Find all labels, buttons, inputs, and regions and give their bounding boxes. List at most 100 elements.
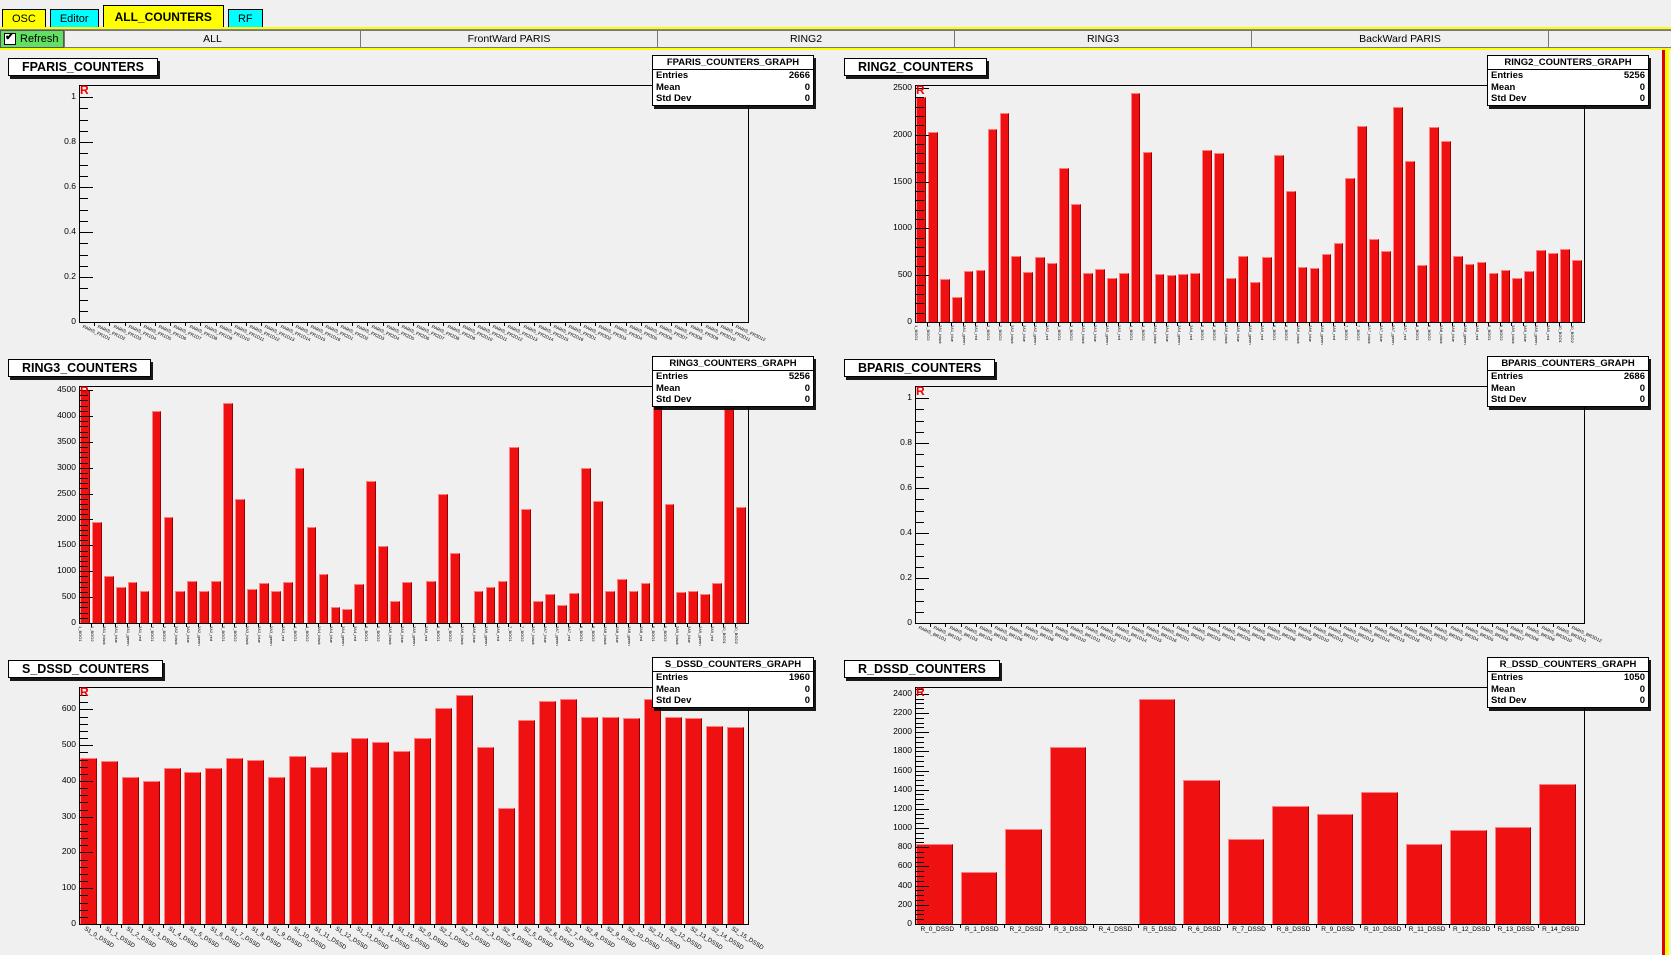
y-minor-tick: [916, 756, 924, 758]
y-tick-label: 1000: [57, 565, 76, 576]
pad-title-box[interactable]: R_DSSD_COUNTERS: [844, 660, 1000, 678]
view-tab-ring3[interactable]: RING3: [955, 30, 1252, 48]
x-tick-label: 3A8_red: [1474, 325, 1480, 341]
plot-frame[interactable]: R: [79, 685, 749, 925]
view-tab-ring2[interactable]: RING2: [658, 30, 955, 48]
y-tick-label: 1200: [893, 802, 912, 813]
pad-title-box[interactable]: BPARIS_COUNTERS: [844, 359, 996, 377]
stats-box[interactable]: FPARIS_COUNTERS_GRAPH Entries 2666 Mean 0 …: [652, 55, 814, 106]
pad-r-dssd-counters: R_DSSD_COUNTERS R_DSSD_COUNTERS_GRAPH En…: [836, 652, 1671, 955]
bar-R_2_DSSD: [1005, 829, 1042, 924]
x-bin-tick: [1201, 322, 1203, 326]
plot-frame[interactable]: R: [915, 685, 1585, 925]
x-bin-tick: [1058, 322, 1060, 326]
x-tick-label: 2_BGO1: [149, 626, 155, 642]
x-tick-label: 3A4_red: [352, 626, 358, 642]
x-bin-tick: [534, 322, 536, 326]
y-major-tick: [916, 866, 929, 868]
y-minor-tick: [916, 97, 924, 99]
y-minor-tick: [916, 544, 924, 546]
y-minor-tick: [80, 766, 88, 768]
x-tick-label: 1_BGO1: [914, 325, 920, 341]
x-bin-tick: [246, 924, 247, 928]
bar-3_BGO1: [1059, 168, 1069, 322]
view-tab-all[interactable]: ALL: [64, 30, 361, 48]
y-tick-label: 600: [61, 703, 76, 714]
x-bin-tick: [610, 322, 612, 326]
stats-entries-label: Entries: [656, 70, 689, 81]
stats-box[interactable]: RING2_COUNTERS_GRAPH Entries 5256 Mean 0 S…: [1487, 55, 1649, 106]
y-major-tick: [916, 808, 929, 810]
y-major-tick: [80, 816, 93, 818]
y-minor-tick: [916, 765, 924, 767]
x-bin-tick: [120, 924, 122, 928]
x-tick-label: 3A4_black: [316, 626, 322, 645]
tab-editor[interactable]: Editor: [49, 9, 99, 27]
pad-title-box[interactable]: RING2_COUNTERS: [844, 58, 988, 76]
stats-box[interactable]: RING3_COUNTERS_GRAPH Entries 5256 Mean 0 S…: [652, 356, 814, 407]
pad-corner-mark: R: [80, 685, 89, 699]
stats-entries-value: 1050: [1623, 672, 1645, 683]
x-bin-tick: [443, 322, 445, 326]
bar-S2_15_DSSD: [727, 727, 745, 924]
y-minor-tick: [80, 566, 88, 568]
x-tick-label: 3A5_red: [1260, 325, 1266, 341]
y-tick-label: 0.8: [900, 437, 912, 448]
refresh-toggle[interactable]: ✔ Refresh: [0, 30, 64, 48]
stats-entries-value: 5256: [788, 371, 810, 382]
x-bin-tick: [475, 924, 477, 928]
plot-frame[interactable]: R: [915, 83, 1585, 323]
bar-3A7_green: [557, 604, 567, 623]
view-tab-backward-paris[interactable]: BackWard PARIS: [1252, 30, 1549, 48]
x-tick-label: 5_BGO1: [1200, 325, 1206, 341]
x-bin-tick: [1392, 322, 1394, 326]
y-tick-label: 1: [71, 91, 76, 102]
plot-frame[interactable]: R: [79, 83, 749, 323]
refresh-checkbox[interactable]: ✔: [4, 31, 16, 45]
x-tick-label: 9_BGO1: [1486, 325, 1492, 341]
x-bin-tick: [1476, 623, 1478, 627]
y-minor-tick: [80, 447, 88, 449]
x-tick-label: 6_BGO1: [1272, 325, 1278, 341]
y-minor-tick: [80, 436, 88, 438]
x-bin-tick: [1225, 322, 1227, 326]
y-major-tick: [916, 578, 929, 580]
tab-rf[interactable]: RF: [227, 9, 263, 27]
bar-5_BGO1: [366, 480, 377, 623]
y-minor-tick: [80, 410, 88, 412]
tab-all-counters[interactable]: ALL_COUNTERS: [102, 5, 224, 27]
plot-frame[interactable]: R: [79, 384, 749, 624]
bar-R_9_DSSD: [1316, 813, 1354, 924]
stats-box[interactable]: S_DSSD_COUNTERS_GRAPH Entries 1960 Mean 0 …: [652, 657, 814, 708]
stats-title: R_DSSD_COUNTERS_GRAPH: [1488, 658, 1648, 672]
x-bin-tick: [306, 322, 308, 326]
bar-R_12_DSSD: [1450, 829, 1487, 924]
plot-frame[interactable]: R: [915, 384, 1585, 624]
y-major-tick: [80, 519, 93, 521]
bar-S1_10_DSSD: [288, 755, 306, 924]
x-tick-label: 1_BGO2: [926, 325, 932, 341]
x-bin-tick: [1324, 623, 1326, 627]
y-minor-tick: [80, 773, 88, 775]
view-tab-frontward-paris[interactable]: FrontWard PARIS: [361, 30, 658, 48]
x-tick-label: 3A2_green: [197, 626, 203, 646]
x-bin-tick: [1260, 322, 1262, 326]
stats-box[interactable]: BPARIS_COUNTERS_GRAPH Entries 2686 Mean 0 …: [1487, 356, 1649, 407]
pad-title-box[interactable]: FPARIS_COUNTERS: [8, 58, 159, 76]
yellow-separator-bottom: [0, 48, 1671, 50]
y-minor-tick: [80, 759, 88, 761]
pad-title-box[interactable]: S_DSSD_COUNTERS: [8, 660, 164, 678]
bar-2_BGO2: [163, 516, 174, 623]
y-minor-tick: [80, 555, 88, 557]
pad-title-box[interactable]: RING3_COUNTERS: [8, 359, 152, 377]
y-major-tick: [916, 623, 929, 624]
x-bin-tick: [433, 924, 435, 928]
x-bin-tick: [556, 623, 558, 627]
x-bin-tick: [671, 322, 673, 326]
x-tick-label: 3A5_red: [424, 626, 430, 642]
stats-box[interactable]: R_DSSD_COUNTERS_GRAPH Entries 1050 Mean 0 …: [1487, 657, 1649, 708]
x-bin-tick: [291, 322, 293, 326]
x-tick-label: 3A9_green: [1534, 325, 1540, 345]
tab-osc[interactable]: OSC: [2, 9, 46, 27]
y-major-tick: [916, 181, 929, 183]
